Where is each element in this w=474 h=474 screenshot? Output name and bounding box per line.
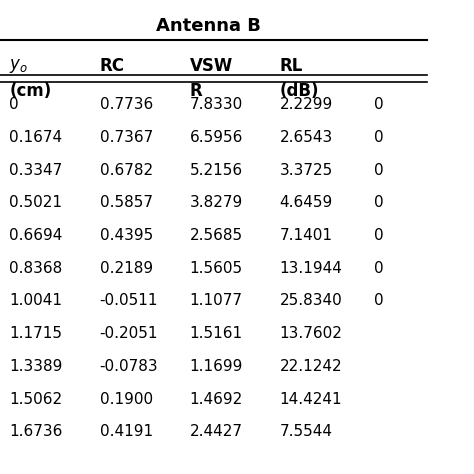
Text: 0: 0 [9,97,19,112]
Text: -0.0511: -0.0511 [100,293,158,309]
Text: $\mathit{y}_o$: $\mathit{y}_o$ [9,57,28,75]
Text: 5.2156: 5.2156 [190,163,243,178]
Text: 1.1077: 1.1077 [190,293,243,309]
Text: 1.1699: 1.1699 [190,359,243,374]
Text: 25.8340: 25.8340 [280,293,342,309]
Text: 0: 0 [374,130,384,145]
Text: 0: 0 [374,97,384,112]
Text: (cm): (cm) [9,82,52,100]
Text: -0.2051: -0.2051 [100,326,158,341]
Text: 7.5544: 7.5544 [280,424,333,439]
Text: (dB): (dB) [280,82,319,100]
Text: 14.4241: 14.4241 [280,392,342,407]
Text: 0.1674: 0.1674 [9,130,63,145]
Text: 0.7736: 0.7736 [100,97,153,112]
Text: 1.3389: 1.3389 [9,359,63,374]
Text: 1.5062: 1.5062 [9,392,63,407]
Text: 0.4395: 0.4395 [100,228,153,243]
Text: 13.7602: 13.7602 [280,326,343,341]
Text: 0.4191: 0.4191 [100,424,153,439]
Text: 6.5956: 6.5956 [190,130,243,145]
Text: 1.4692: 1.4692 [190,392,243,407]
Text: 2.2299: 2.2299 [280,97,333,112]
Text: 22.1242: 22.1242 [280,359,342,374]
Text: Antenna B: Antenna B [156,17,261,35]
Text: 0.5021: 0.5021 [9,195,63,210]
Text: 0.1900: 0.1900 [100,392,153,407]
Text: 0.5857: 0.5857 [100,195,153,210]
Text: 0: 0 [374,195,384,210]
Text: 13.1944: 13.1944 [280,261,343,276]
Text: 2.5685: 2.5685 [190,228,243,243]
Text: 7.1401: 7.1401 [280,228,333,243]
Text: 1.1715: 1.1715 [9,326,63,341]
Text: 3.8279: 3.8279 [190,195,243,210]
Text: 0.7367: 0.7367 [100,130,153,145]
Text: 0.3347: 0.3347 [9,163,63,178]
Text: 2.6543: 2.6543 [280,130,333,145]
Text: 0.8368: 0.8368 [9,261,63,276]
Text: 0: 0 [374,293,384,309]
Text: RC: RC [100,57,125,75]
Text: 7.8330: 7.8330 [190,97,243,112]
Text: 0: 0 [374,261,384,276]
Text: 1.5605: 1.5605 [190,261,243,276]
Text: -0.0783: -0.0783 [100,359,158,374]
Text: R: R [190,82,202,100]
Text: 0.6782: 0.6782 [100,163,153,178]
Text: 0.2189: 0.2189 [100,261,153,276]
Text: 1.6736: 1.6736 [9,424,63,439]
Text: RL: RL [280,57,303,75]
Text: 0.6694: 0.6694 [9,228,63,243]
Text: VSW: VSW [190,57,233,75]
Text: 3.3725: 3.3725 [280,163,333,178]
Text: 2.4427: 2.4427 [190,424,243,439]
Text: 1.5161: 1.5161 [190,326,243,341]
Text: 0: 0 [374,163,384,178]
Text: 0: 0 [374,228,384,243]
Text: 4.6459: 4.6459 [280,195,333,210]
Text: 1.0041: 1.0041 [9,293,63,309]
